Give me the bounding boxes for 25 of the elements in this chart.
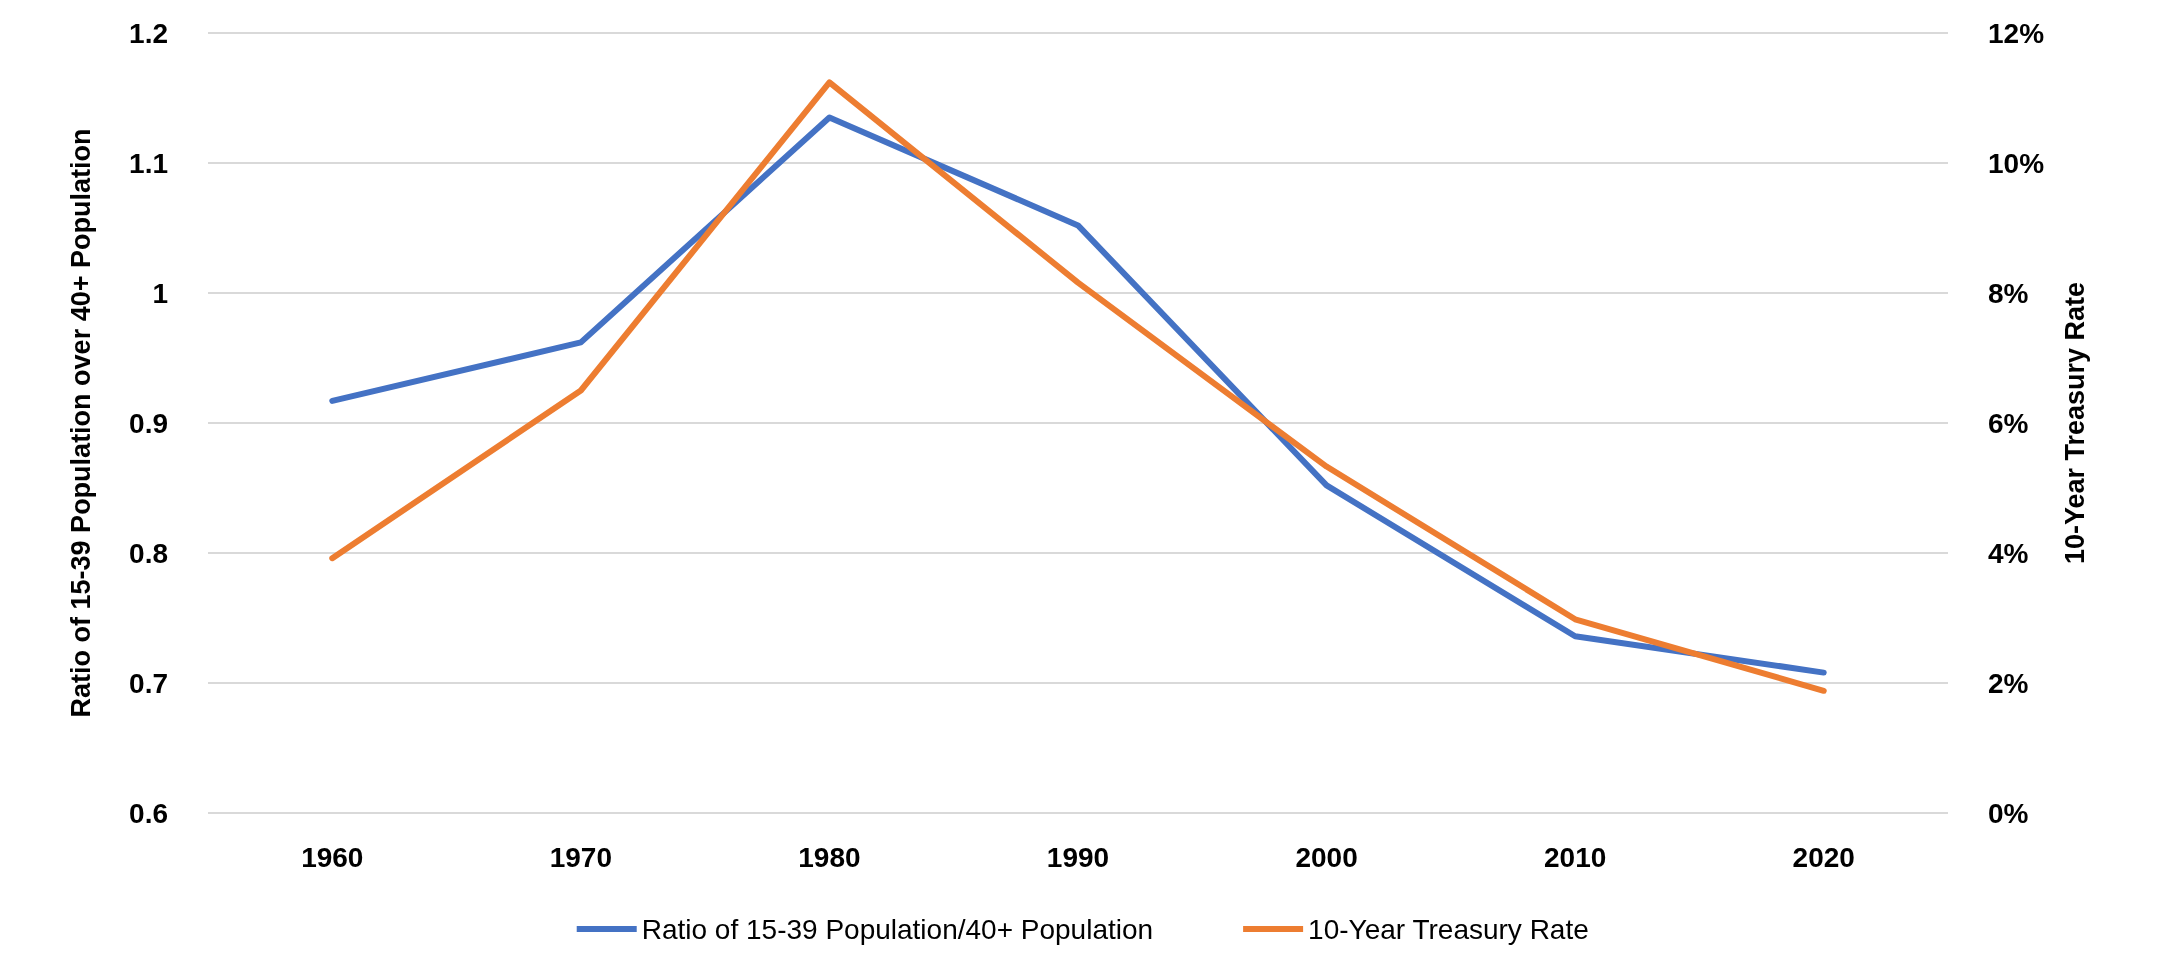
x-tick-label: 1960 [301, 841, 364, 873]
y2-tick-label: 6% [1988, 407, 2029, 439]
x-tick-label: 2010 [1543, 841, 1607, 873]
x-tick-label: 2000 [1295, 841, 1358, 873]
y-tick-label: 1 [152, 277, 168, 309]
x-tick-label: 2020 [1792, 841, 1855, 873]
x-tick-label: 1980 [798, 841, 861, 873]
y2-axis-title: 10-Year Treasury Rate [2060, 281, 2090, 565]
x-tick-label: 1970 [549, 841, 613, 873]
legend-label: Ratio of 15-39 Population/40+ Population [641, 913, 1154, 945]
y-tick-label: 0.9 [129, 407, 168, 439]
y-tick-label: 0.7 [129, 667, 168, 699]
y-tick-label: 1.1 [129, 147, 168, 179]
y2-tick-label: 12% [1988, 17, 2045, 49]
y2-tick-label: 10% [1988, 147, 2045, 179]
y2-tick-label: 4% [1988, 537, 2029, 569]
y-tick-label: 0.8 [129, 537, 168, 569]
y2-tick-label: 0% [1988, 797, 2029, 829]
y-tick-label: 1.2 [129, 17, 168, 49]
x-tick-label: 1990 [1046, 841, 1110, 873]
y2-tick-label: 2% [1988, 667, 2029, 699]
y-tick-label: 0.6 [129, 797, 168, 829]
legend-label: 10-Year Treasury Rate [1308, 913, 1589, 945]
y2-tick-label: 8% [1988, 277, 2029, 309]
y-axis-title: Ratio of 15-39 Population over 40+ Population [66, 128, 96, 718]
